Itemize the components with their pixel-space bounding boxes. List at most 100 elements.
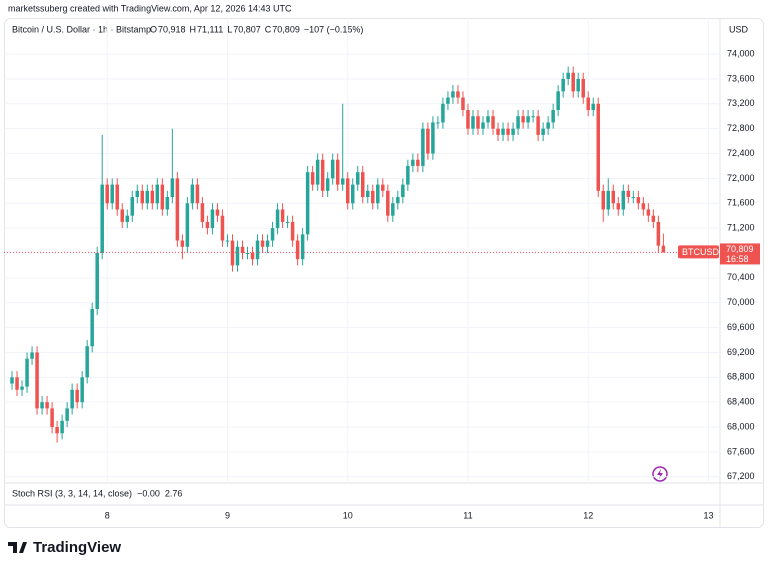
candle-body [381, 184, 385, 191]
candle-body [250, 252, 255, 260]
candle-body [461, 97, 465, 111]
candle-body [496, 128, 500, 135]
countdown: 16:58 [726, 254, 749, 264]
y-tick-label: 70,400 [727, 272, 755, 282]
candle-body [386, 190, 390, 216]
candle-body [185, 203, 190, 247]
candle-body [596, 103, 600, 191]
candle-body [105, 184, 109, 204]
candle-body [205, 221, 210, 229]
candle-body [200, 203, 205, 222]
candle-body [245, 252, 250, 254]
symbol-label-bg [678, 245, 719, 259]
candle-body [25, 358, 29, 387]
candle-body [581, 78, 585, 98]
candle-body [576, 78, 580, 92]
price-label-bg [720, 243, 760, 265]
candle-body [531, 116, 535, 118]
symbol-label: BTCUSD [682, 247, 720, 257]
x-tick-label: 9 [225, 510, 230, 520]
candle-body [305, 172, 310, 235]
candle-body [471, 116, 475, 129]
ohlc-header: O 70,918 H 71,111 L 70,807 C 70,809 −107 (−0.15%… [150, 24, 363, 34]
candle-body [566, 72, 570, 79]
candle-body [486, 116, 490, 123]
y-tick-label: 73,600 [727, 73, 755, 83]
candle-body [320, 159, 325, 191]
candle-body [135, 190, 140, 198]
y-tick-label: 68,000 [727, 421, 755, 431]
candle-body [391, 203, 395, 216]
candle-body [35, 352, 39, 409]
candle-body [646, 209, 651, 216]
candle-body [170, 178, 175, 198]
y-tick-label: 72,000 [727, 173, 755, 183]
candle-body [556, 91, 560, 111]
candle-body [436, 122, 440, 124]
candle-body [651, 215, 656, 222]
candle-body [270, 228, 275, 241]
candle-body [120, 209, 125, 222]
candle-body [150, 190, 155, 204]
candle-body [310, 172, 315, 185]
candle-body [95, 252, 99, 309]
candle-body [145, 190, 150, 204]
candle-body [626, 190, 631, 198]
candle-body [115, 184, 119, 210]
candle-body [260, 240, 265, 247]
candle-body [45, 402, 49, 409]
ohlc-key: O [150, 24, 157, 34]
stoch-k: −0.00 [137, 488, 160, 498]
candle-body [10, 377, 14, 384]
y-tick-label: 67,200 [727, 471, 755, 481]
currency: USD [729, 24, 749, 34]
candle-body [70, 389, 74, 409]
candle-body [75, 389, 79, 403]
candle-body [195, 184, 200, 204]
candle-body [315, 159, 320, 185]
candle-body [125, 215, 130, 222]
candle-body [130, 197, 135, 216]
candle-body [431, 122, 435, 154]
candle-body [30, 352, 34, 359]
y-tick-label: 70,000 [727, 297, 755, 307]
indicator-name: Stoch RSI (3, 3, 14, 14, close) [12, 488, 132, 498]
candle-body [371, 190, 375, 204]
tradingview-logo: TradingView [8, 539, 121, 556]
stoch-d: 2.76 [165, 488, 183, 498]
y-tick-label: 67,600 [727, 446, 755, 456]
candle-body [546, 122, 550, 129]
candle-body [220, 215, 225, 241]
ohlc-value: 70,809 [272, 24, 300, 34]
x-tick-label: 12 [583, 510, 593, 520]
y-tick-label: 74,000 [727, 48, 755, 58]
candle-body [335, 159, 340, 185]
candle-body [255, 240, 260, 260]
candle-body [526, 116, 530, 123]
candle-body [290, 221, 295, 241]
candle-body [516, 116, 520, 129]
x-tick-label: 13 [703, 510, 713, 520]
y-tick-label: 68,400 [727, 397, 755, 407]
candle-body [481, 122, 485, 129]
candle-body [40, 402, 44, 409]
candle-body [340, 178, 345, 185]
candle-body [401, 184, 405, 198]
candle-body [611, 190, 616, 204]
candle-body [180, 240, 185, 247]
x-tick-label: 10 [343, 510, 353, 520]
replay-icon[interactable] [652, 466, 668, 482]
candle-body [466, 110, 470, 129]
candle-body [656, 221, 661, 246]
candle-body [50, 408, 54, 428]
candle-body [140, 190, 145, 204]
candle-body [541, 128, 545, 135]
candle-body [55, 427, 59, 434]
candle-body [501, 128, 505, 135]
candle-body [396, 197, 400, 204]
candle-body [275, 209, 280, 229]
ohlc-key: L [227, 24, 232, 34]
candle-body [446, 97, 450, 104]
candle-body [561, 78, 565, 92]
